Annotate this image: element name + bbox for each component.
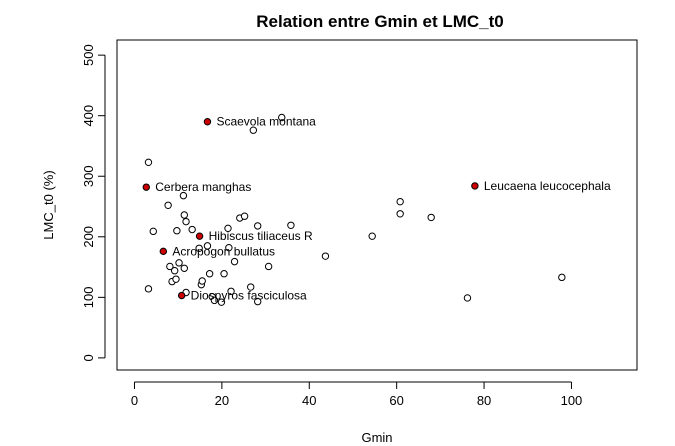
species-label: Cerbera manghas <box>155 180 251 194</box>
x-tick-label: 20 <box>215 393 229 408</box>
data-point <box>172 275 180 283</box>
y-tick-label: 100 <box>81 286 96 308</box>
data-point <box>170 266 179 275</box>
data-point <box>144 285 153 293</box>
data-point <box>175 259 183 267</box>
y-tick-label: 0 <box>81 354 96 361</box>
species-label: Acropogon bullatus <box>172 244 275 258</box>
data-point <box>230 257 239 266</box>
species-label: Hibiscus tiliaceus R <box>209 229 313 243</box>
highlighted-point <box>142 183 150 191</box>
y-tick-label: 500 <box>81 44 96 66</box>
data-point <box>166 262 174 271</box>
data-point <box>203 242 212 250</box>
data-points <box>144 113 566 306</box>
data-point <box>463 294 472 302</box>
data-point <box>249 126 258 134</box>
highlighted-points: Scaevola montana Cerbera manghas Leucaena … <box>142 115 611 303</box>
highlighted-point <box>195 232 204 240</box>
y-tick-label: 200 <box>81 226 96 248</box>
data-point <box>149 227 157 236</box>
data-point <box>182 217 190 226</box>
data-point <box>427 213 435 222</box>
data-point <box>227 287 235 295</box>
data-point <box>198 277 206 285</box>
data-point <box>396 197 404 206</box>
data-point <box>264 262 273 271</box>
data-point <box>224 224 232 233</box>
data-point <box>558 273 566 282</box>
data-point <box>179 191 188 200</box>
highlighted-point <box>177 291 186 300</box>
data-point <box>144 158 153 167</box>
x-axis: 0 20 40 60 80 100 <box>131 381 583 408</box>
data-point <box>180 211 188 219</box>
x-tick-label: 0 <box>131 393 138 408</box>
y-axis-label: LMC_t0 (%) <box>41 170 56 239</box>
plot-frame <box>116 39 638 371</box>
highlighted-point <box>159 247 168 256</box>
highlighted-point <box>203 118 212 126</box>
chart-title: Relation entre Gmin et LMC_t0 <box>256 12 503 31</box>
y-axis: 0 100 200 300 400 500 <box>81 44 106 362</box>
data-point <box>254 222 262 230</box>
data-point <box>205 270 214 278</box>
data-point <box>188 225 196 234</box>
x-tick-label: 40 <box>302 393 316 408</box>
data-point <box>217 298 226 306</box>
highlighted-point <box>471 182 479 190</box>
data-point <box>287 221 295 229</box>
data-point <box>254 297 262 306</box>
data-point <box>225 243 233 252</box>
data-point <box>195 244 203 252</box>
species-label: Scaevola montana <box>216 115 316 129</box>
x-tick-label: 80 <box>477 393 491 408</box>
data-point <box>396 210 404 218</box>
data-point <box>240 212 249 220</box>
data-point <box>180 264 188 272</box>
data-point <box>247 283 255 291</box>
data-point <box>368 232 376 240</box>
data-point <box>278 113 286 122</box>
x-axis-label: Gmin <box>361 430 392 445</box>
data-point <box>321 252 330 260</box>
y-tick-label: 400 <box>81 105 96 127</box>
data-point <box>164 201 172 210</box>
y-tick-label: 300 <box>81 165 96 187</box>
data-point <box>220 270 228 278</box>
x-tick-label: 100 <box>561 393 583 408</box>
species-label: Diospyros fasciculosa <box>191 289 307 303</box>
data-point <box>173 227 181 235</box>
species-label: Leucaena leucocephala <box>484 179 611 193</box>
x-tick-label: 60 <box>389 393 403 408</box>
data-point <box>210 296 219 305</box>
